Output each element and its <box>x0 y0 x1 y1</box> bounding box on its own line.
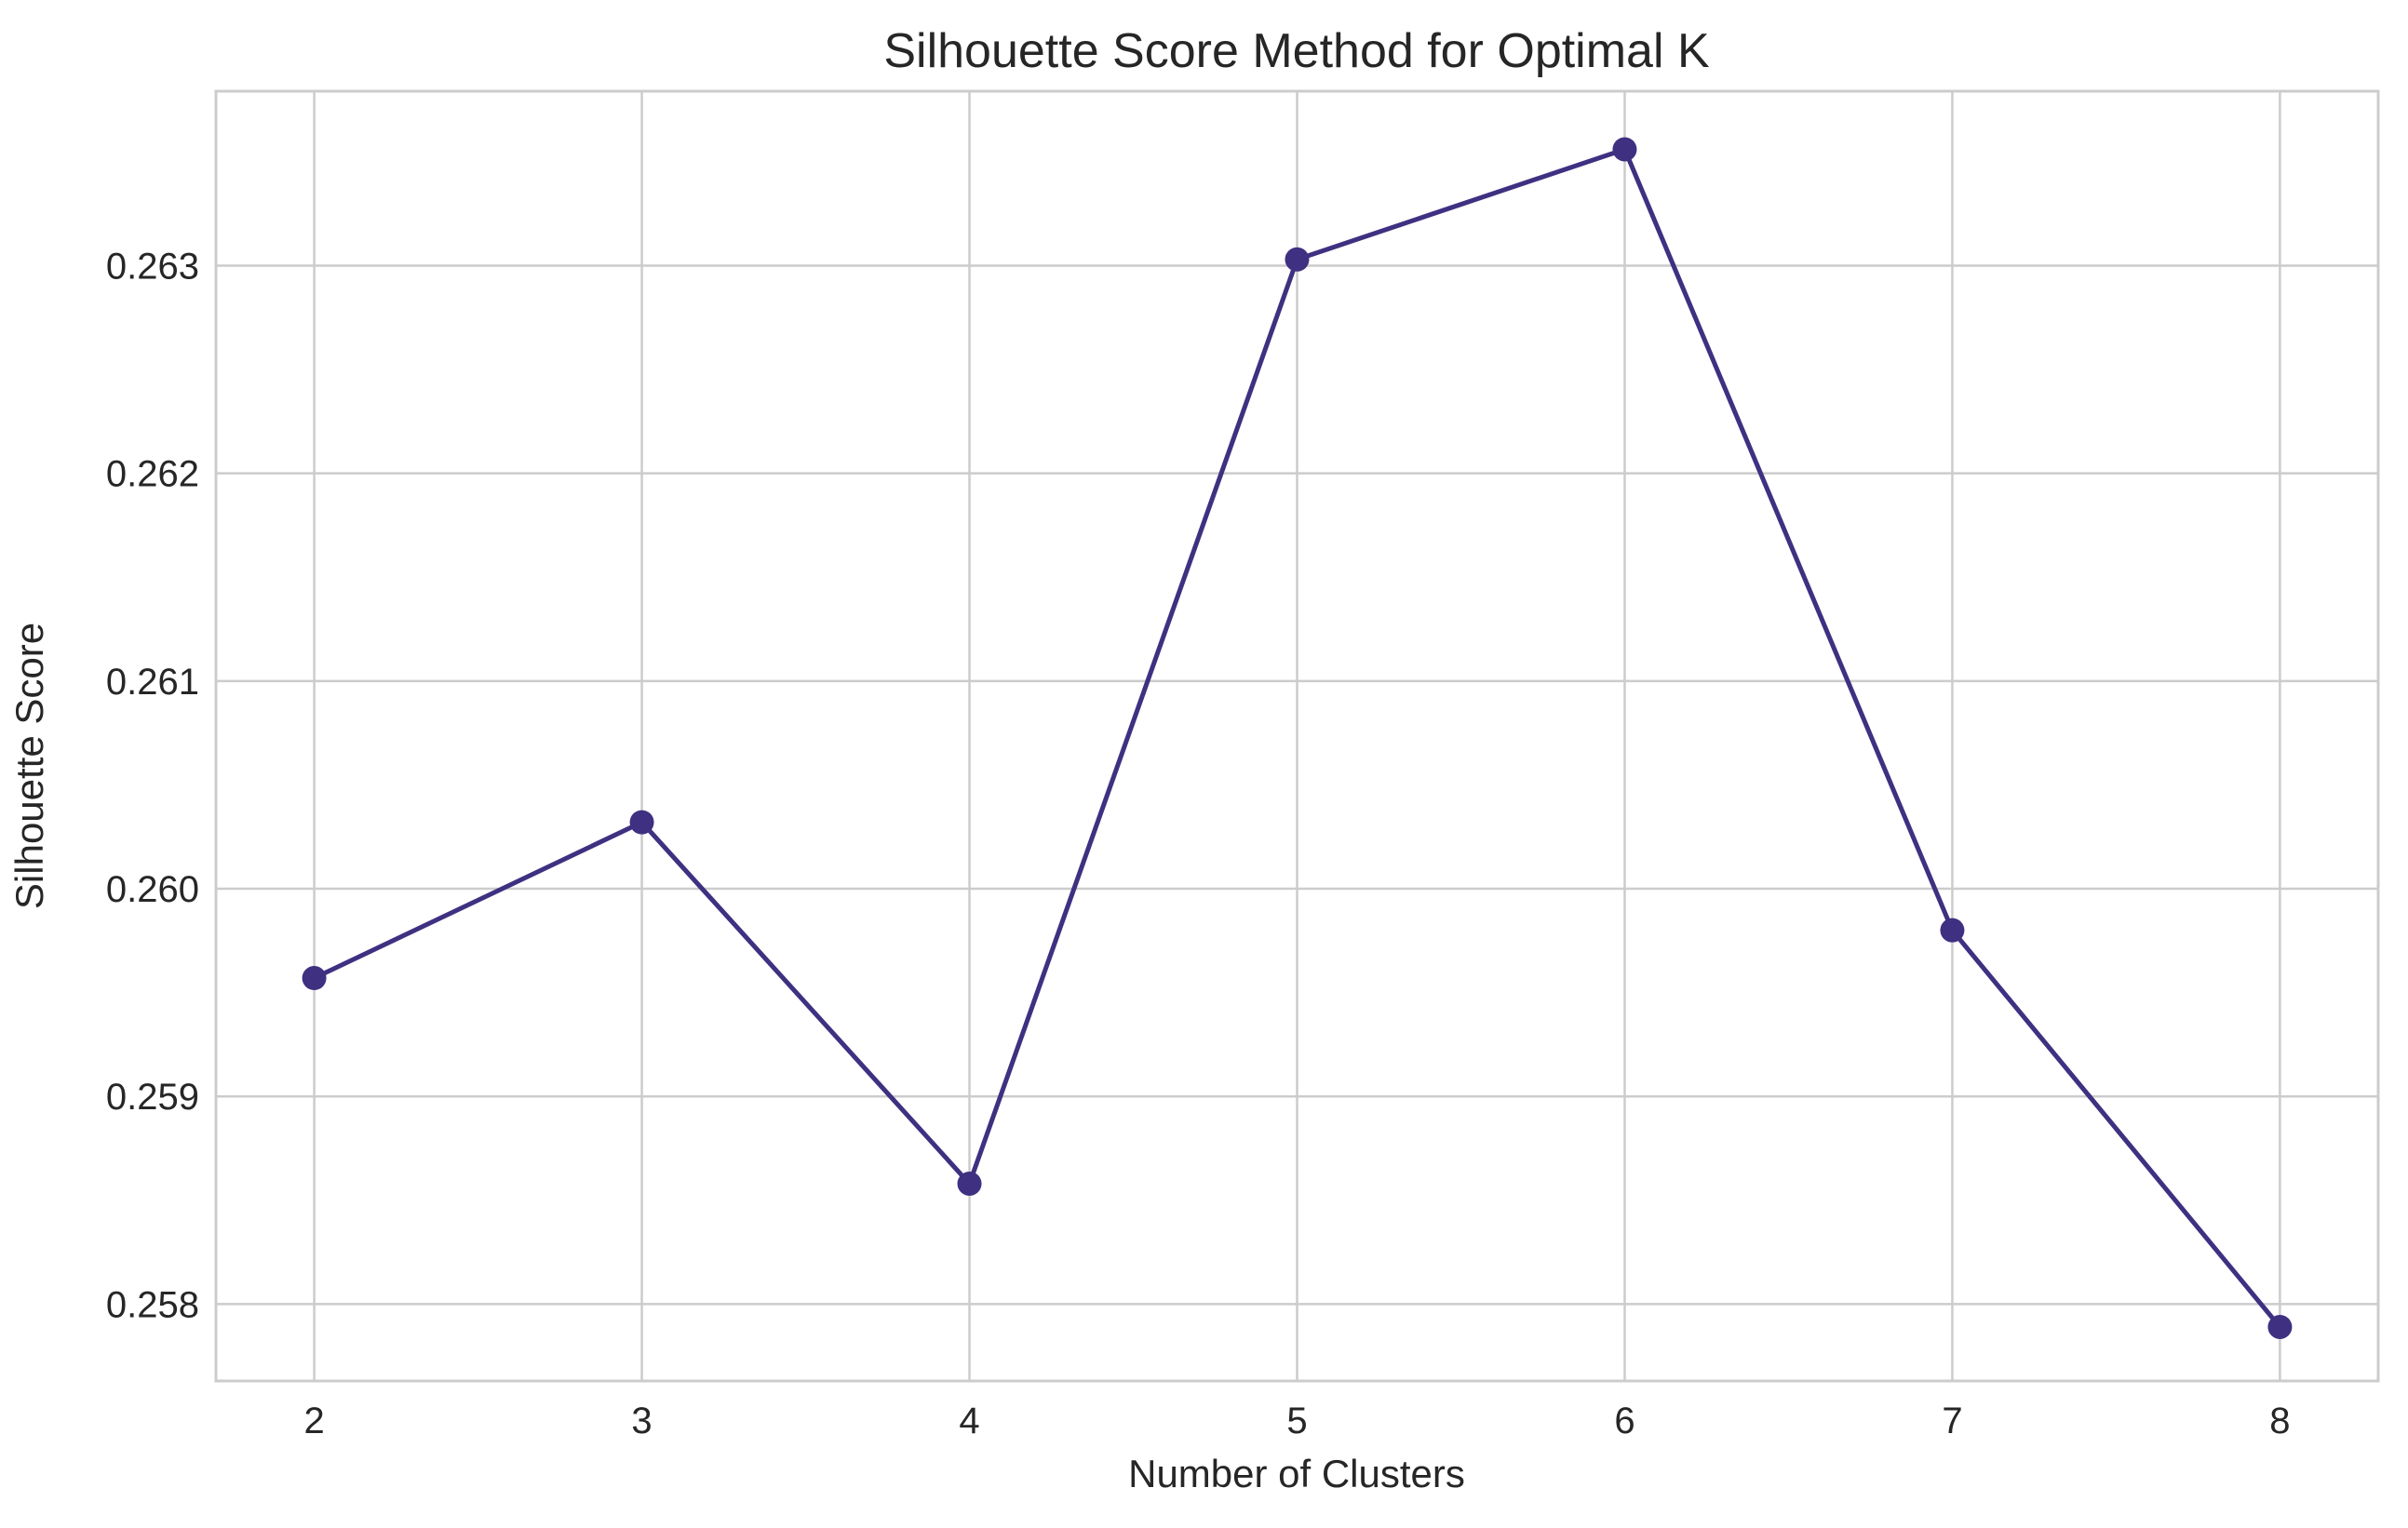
data-point <box>302 966 327 991</box>
y-tick-label: 0.259 <box>106 1077 199 1118</box>
x-tick-label: 7 <box>1942 1401 1962 1441</box>
y-tick-label: 0.263 <box>106 246 199 287</box>
data-point <box>1612 137 1637 162</box>
y-tick-label: 0.258 <box>106 1284 199 1325</box>
x-tick-label: 8 <box>2269 1401 2290 1441</box>
y-tick-label: 0.262 <box>106 454 199 495</box>
x-axis-label: Number of Clusters <box>1128 1452 1465 1495</box>
y-tick-label: 0.260 <box>106 869 199 910</box>
data-point <box>2267 1314 2293 1339</box>
chart-title: Silhouette Score Method for Optimal K <box>883 24 1710 78</box>
data-point <box>629 810 654 835</box>
x-tick-label: 5 <box>1286 1401 1307 1441</box>
tick-labels: 2 3 4 5 6 7 8 0.258 0.259 0.260 0.261 0.262 0.263 <box>106 246 2291 1441</box>
data-point <box>957 1171 982 1196</box>
series-group <box>302 137 2293 1339</box>
data-point <box>1940 918 1965 943</box>
x-tick-label: 6 <box>1614 1401 1634 1441</box>
y-axis-label: Silhouette Score <box>7 623 51 909</box>
x-tick-label: 4 <box>959 1401 979 1441</box>
y-tick-label: 0.261 <box>106 662 199 703</box>
plot-frame <box>214 89 2380 1383</box>
x-tick-label: 3 <box>631 1401 652 1441</box>
x-tick-label: 2 <box>303 1401 324 1441</box>
data-point <box>1285 247 1310 272</box>
